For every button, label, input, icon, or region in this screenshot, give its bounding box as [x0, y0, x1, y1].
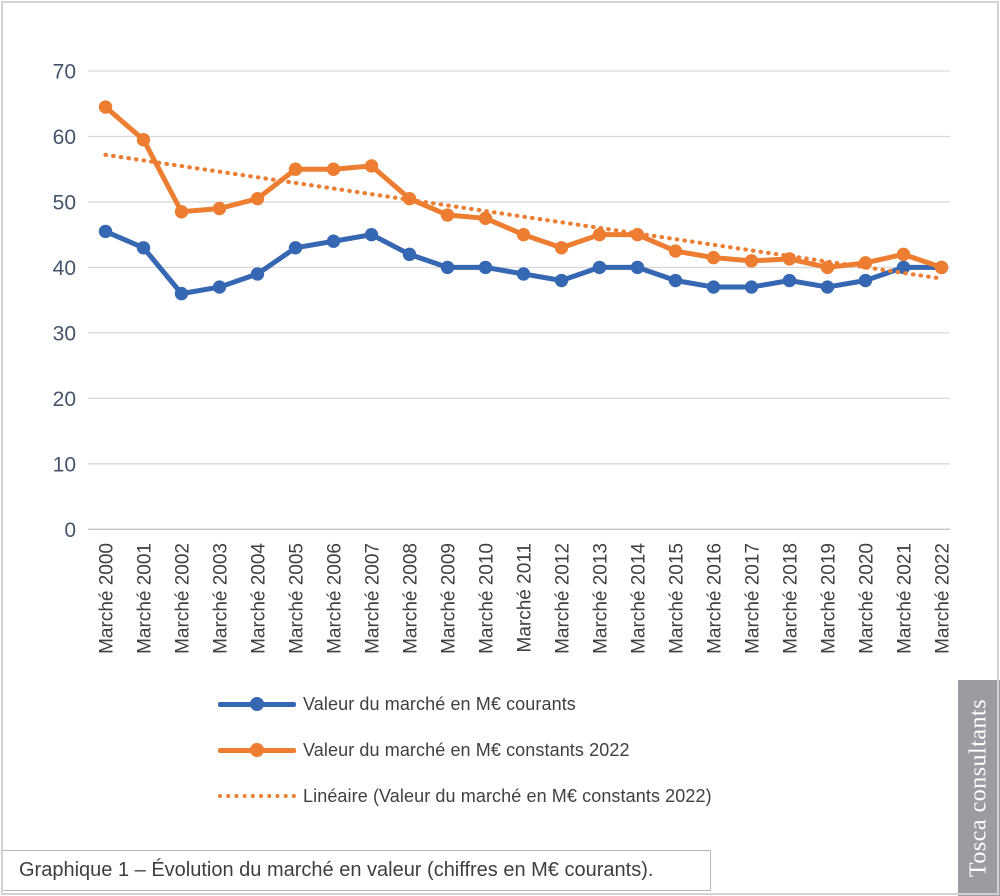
svg-text:0: 0	[64, 519, 76, 542]
legend-item-courants: Valeur du marché en M€ courants	[218, 688, 858, 720]
svg-text:Marché 2003: Marché 2003	[211, 543, 232, 654]
svg-text:Marché 2020: Marché 2020	[857, 543, 878, 654]
svg-text:Marché 2019: Marché 2019	[819, 543, 840, 654]
orange-line-marker-icon	[218, 743, 296, 757]
svg-text:Marché 2017: Marché 2017	[743, 543, 764, 654]
svg-text:Marché 2015: Marché 2015	[667, 543, 688, 654]
svg-text:70: 70	[53, 61, 76, 84]
x-axis-labels: Marché 2000 Marché 2001 Marché 2002 Marché …	[97, 543, 954, 654]
svg-text:60: 60	[53, 126, 76, 149]
brand-banner: Tosca consultants	[958, 680, 1000, 896]
svg-text:20: 20	[53, 388, 76, 411]
chart-legend: Valeur du marché en M€ courants Valeur d…	[218, 688, 858, 812]
svg-text:Marché 2018: Marché 2018	[781, 543, 802, 654]
svg-text:Marché 2001: Marché 2001	[135, 543, 156, 654]
svg-text:Marché 2009: Marché 2009	[439, 543, 460, 654]
svg-text:30: 30	[53, 322, 76, 345]
trendline	[103, 152, 944, 281]
legend-item-trendline: Linéaire (Valeur du marché en M€ constan…	[218, 780, 858, 812]
svg-text:40: 40	[53, 257, 76, 280]
svg-text:Marché 2011: Marché 2011	[515, 543, 536, 653]
svg-text:Marché 2010: Marché 2010	[477, 543, 498, 654]
legend-label-courants: Valeur du marché en M€ courants	[303, 693, 576, 714]
svg-text:10: 10	[53, 453, 76, 476]
brand-name: Tosca consultants	[965, 698, 992, 878]
orange-dotted-line-icon	[218, 789, 296, 803]
svg-text:Marché 2014: Marché 2014	[629, 543, 650, 654]
svg-text:Marché 2007: Marché 2007	[363, 543, 384, 654]
gridlines	[88, 70, 950, 530]
svg-text:Marché 2005: Marché 2005	[287, 543, 308, 654]
svg-text:Marché 2016: Marché 2016	[705, 543, 726, 654]
series-constants	[98, 100, 949, 275]
svg-text:Marché 2000: Marché 2000	[97, 543, 118, 654]
svg-text:Marché 2021: Marché 2021	[895, 543, 916, 654]
svg-text:Marché 2012: Marché 2012	[553, 543, 574, 654]
legend-item-constants: Valeur du marché en M€ constants 2022	[218, 734, 858, 766]
svg-text:Marché 2004: Marché 2004	[249, 543, 270, 654]
figure-caption: Graphique 1 – Évolution du marché en val…	[19, 859, 654, 881]
svg-text:Marché 2006: Marché 2006	[325, 543, 346, 654]
y-axis-labels: 0 10 20 30 40 50 60 70	[53, 61, 76, 542]
legend-label-trendline: Linéaire (Valeur du marché en M€ constan…	[303, 785, 712, 806]
svg-text:Marché 2013: Marché 2013	[591, 543, 612, 654]
svg-text:Marché 2008: Marché 2008	[401, 543, 422, 654]
svg-text:Marché 2002: Marché 2002	[173, 543, 194, 654]
svg-text:Marché 2022: Marché 2022	[933, 543, 954, 654]
blue-line-marker-icon	[218, 697, 296, 711]
figure-caption-box: Graphique 1 – Évolution du marché en val…	[2, 850, 711, 891]
legend-label-constants: Valeur du marché en M€ constants 2022	[303, 739, 630, 760]
svg-text:50: 50	[53, 191, 76, 214]
